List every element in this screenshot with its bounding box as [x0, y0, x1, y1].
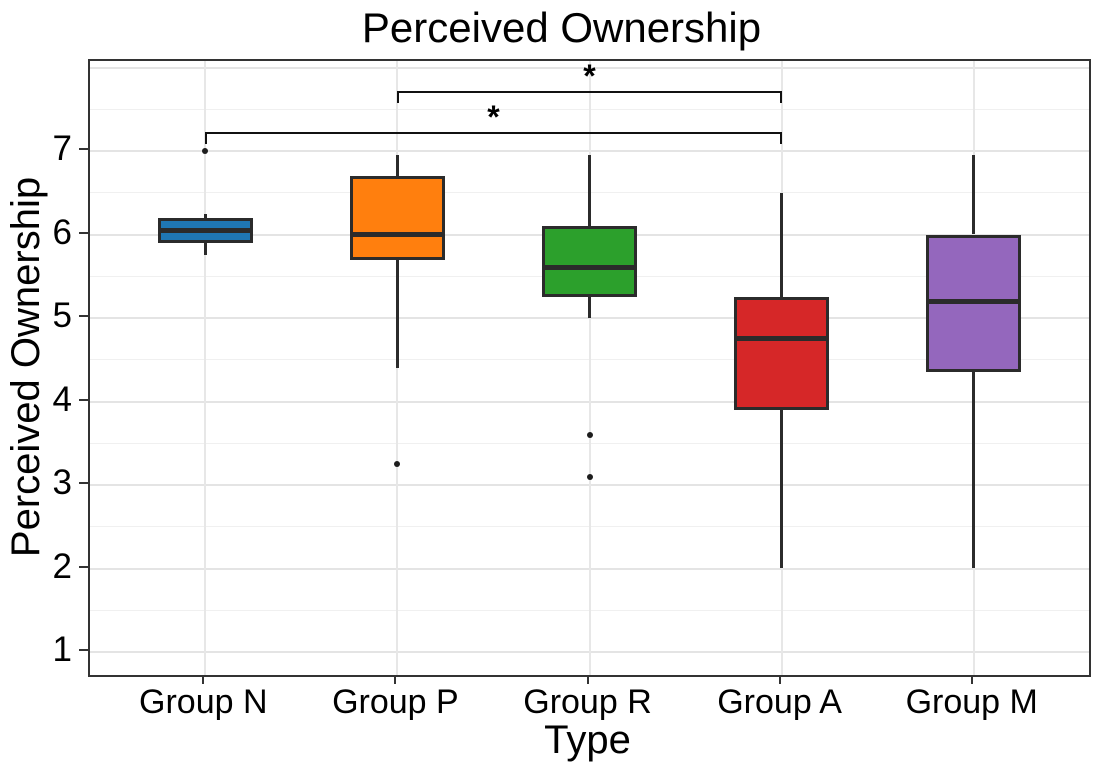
significance-star: *	[487, 98, 500, 135]
x-tick-mark	[778, 675, 781, 684]
bracket-end-left	[397, 90, 400, 103]
y-tick-label: 3	[52, 463, 72, 502]
y-tick-mark	[79, 565, 88, 568]
y-tick-label: 2	[52, 546, 72, 586]
y-tick-label: 5	[52, 296, 72, 335]
x-tick-label: Group N	[139, 683, 268, 721]
box-group-a	[734, 297, 830, 410]
bracket-end-right	[779, 131, 782, 144]
upper-whisker	[972, 155, 976, 235]
upper-whisker	[780, 192, 784, 298]
median-line	[349, 232, 445, 237]
x-tick-label: Group P	[332, 683, 459, 721]
x-axis-title: Type	[544, 718, 631, 762]
y-tick-label: 4	[52, 379, 72, 419]
y-tick-mark	[79, 482, 88, 484]
y-tick-label: 6	[52, 212, 72, 252]
x-tick-label: Group M	[905, 683, 1038, 721]
bracket-end-left	[205, 131, 208, 144]
x-tick-mark	[970, 675, 973, 684]
significance-star: *	[583, 59, 596, 94]
y-tick-mark	[79, 398, 88, 401]
outlier-point	[586, 473, 593, 480]
chart-title: Perceived Ownership	[361, 4, 762, 51]
upper-whisker	[203, 213, 207, 218]
y-tick-mark	[79, 148, 88, 150]
y-tick-label: 1	[52, 630, 72, 669]
y-tick-label: 7	[52, 129, 72, 168]
category-gridline	[204, 61, 207, 675]
box-group-r	[542, 226, 637, 298]
x-tick-label: Group R	[523, 683, 652, 721]
y-tick-mark	[79, 649, 88, 651]
bracket-end-right	[779, 90, 782, 103]
box-group-p	[349, 176, 445, 260]
median-line	[926, 298, 1022, 304]
lower-whisker	[972, 372, 976, 569]
plot-panel: * *	[88, 59, 1091, 677]
median-line	[157, 227, 253, 233]
upper-whisker	[588, 155, 591, 227]
x-tick-mark	[586, 675, 589, 684]
x-tick-mark	[394, 675, 397, 684]
outlier-point	[202, 148, 209, 154]
x-tick-mark	[202, 675, 205, 684]
significance-bracket	[397, 90, 782, 93]
x-tick-label: Group A	[717, 683, 842, 721]
median-line	[542, 265, 637, 271]
significance-bracket	[205, 131, 782, 134]
lower-whisker	[588, 297, 591, 318]
upper-whisker	[395, 155, 399, 177]
outlier-point	[586, 431, 593, 438]
lower-whisker	[780, 409, 784, 569]
lower-whisker	[395, 259, 399, 369]
lower-whisker	[203, 242, 207, 256]
median-line	[734, 336, 830, 342]
y-tick-mark	[79, 315, 88, 317]
category-gridline	[588, 61, 591, 675]
y-tick-mark	[79, 231, 88, 234]
outlier-point	[394, 461, 401, 468]
